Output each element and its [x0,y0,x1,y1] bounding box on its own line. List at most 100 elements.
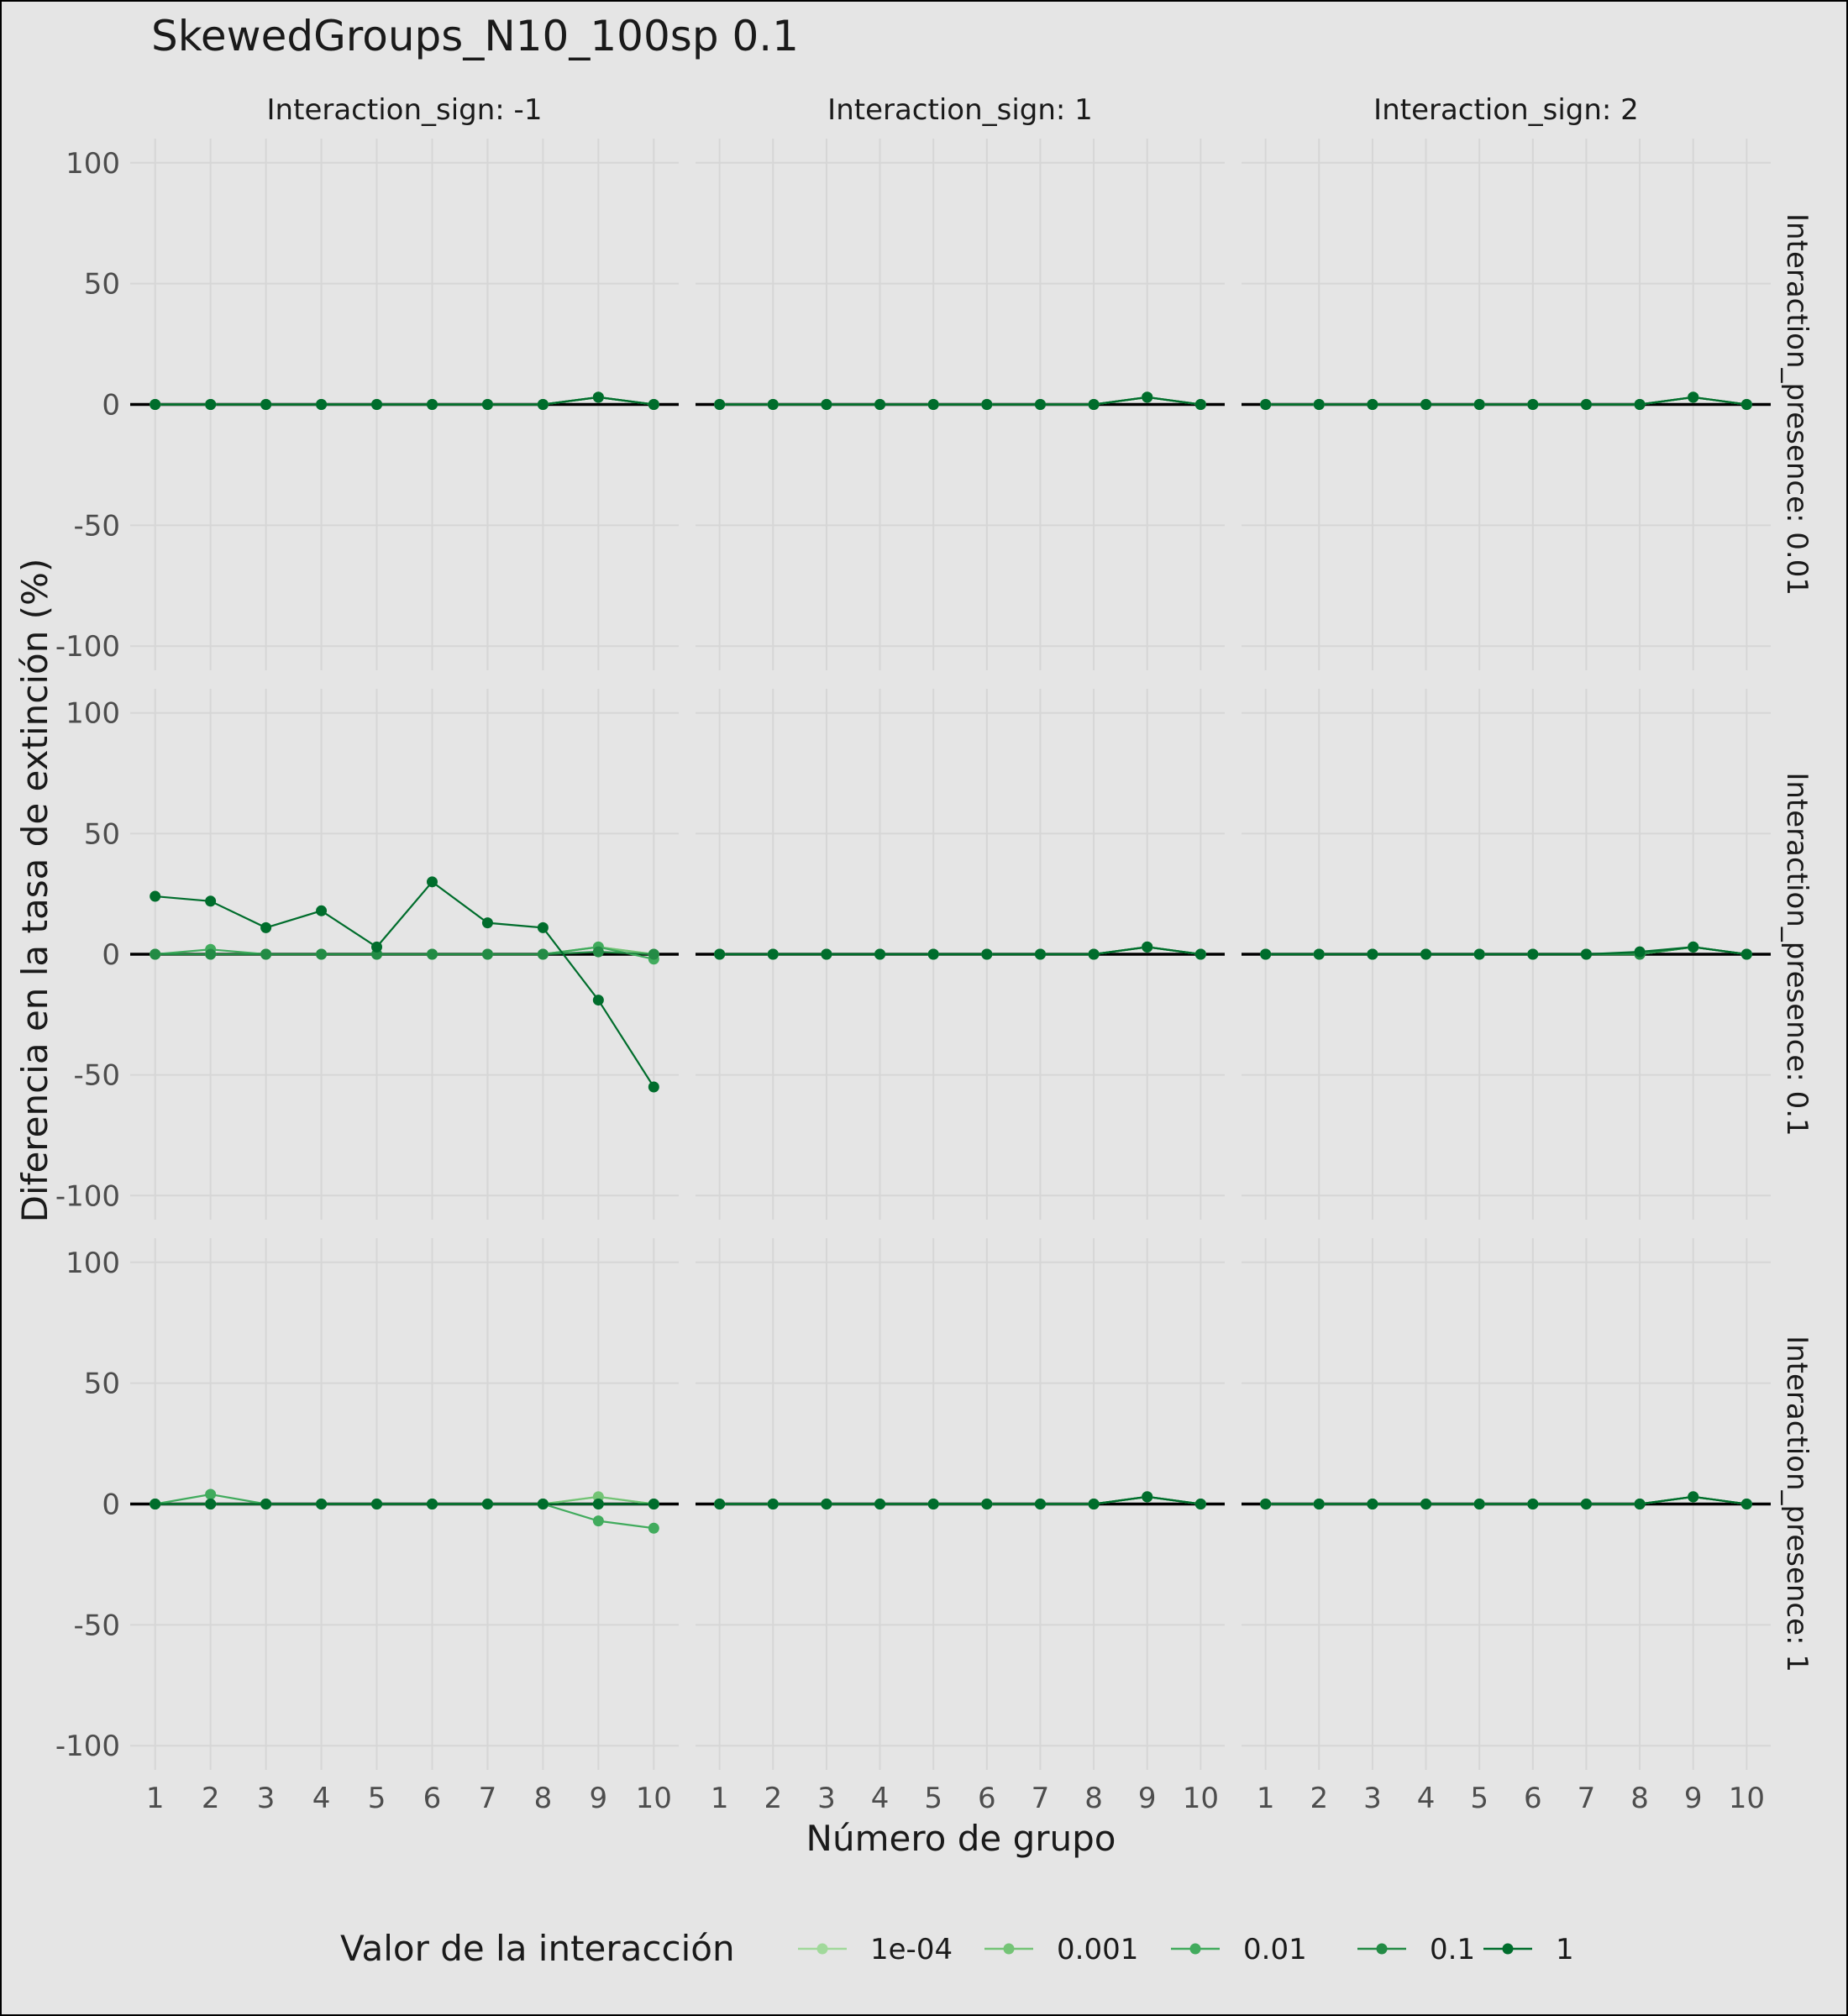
data-point [205,1488,217,1500]
data-point [1260,948,1272,960]
data-point [592,1499,604,1509]
data-point [648,1081,659,1093]
data-point [714,1499,726,1509]
data-point [1580,948,1592,960]
legend-entry-label: 1 [1556,1933,1574,1966]
data-point [1740,399,1752,410]
facet-panel [1242,139,1771,670]
legend-entry: 1e-04 [798,1933,953,1966]
data-point [1260,399,1272,410]
x-axis-label: Número de grupo [806,1818,1116,1859]
x-tick-label: 5 [368,1782,386,1815]
data-point [150,1499,161,1509]
x-tick-label: 4 [312,1782,331,1815]
x-tick-label: 6 [423,1782,442,1815]
series-line [155,880,655,1088]
data-point [260,921,272,933]
y-tick-label: 100 [66,697,120,731]
data-point [481,1499,493,1509]
x-tick-label: 8 [1084,1782,1103,1815]
data-point [1740,948,1752,960]
x-tick-label: 6 [978,1782,996,1815]
data-point [1634,1499,1646,1509]
x-tick-label: 8 [1630,1782,1649,1815]
x-tick-label: 3 [817,1782,836,1815]
x-tick-label: 1 [1257,1782,1275,1815]
data-point [260,399,272,410]
x-tick-label: 10 [1183,1782,1219,1815]
series-line [719,396,1201,406]
data-point [592,1515,604,1527]
data-point [371,399,383,410]
data-point [481,948,493,960]
data-point [1313,399,1325,410]
data-point [1473,1499,1485,1509]
data-point [481,399,493,410]
data-point [1580,399,1592,410]
x-tick-label: 8 [534,1782,553,1815]
data-point [1580,1499,1592,1509]
facet-panel: 100 50 0 -50 -100 1 2 3 4 5 6 7 8 9 10 [55,1238,679,1815]
data-point [592,946,604,958]
data-point [714,948,726,960]
data-point [371,1499,383,1509]
data-point [150,890,161,902]
data-point [205,948,217,960]
legend-entry-label: 0.01 [1243,1933,1307,1966]
data-point [648,1522,659,1534]
legend-entry: 1 [1483,1933,1574,1966]
y-axis-label: Diferencia en la tasa de extinción (%) [14,559,55,1223]
y-tick-label: -100 [55,1179,120,1213]
data-point [426,399,438,410]
row-strip-label: Interaction_presence: 0.1 [1780,772,1814,1136]
legend-key-point [1376,1943,1388,1955]
x-tick-label: 9 [590,1782,608,1815]
y-tick-label: 50 [84,268,120,302]
data-point [316,905,328,916]
data-point [821,948,832,960]
data-point [316,399,328,410]
data-point [150,399,161,410]
data-point [1088,1499,1100,1509]
data-point [537,948,549,960]
x-tick-label: 2 [202,1782,220,1815]
data-point [648,948,659,960]
data-point [1194,1499,1206,1509]
series-line [155,951,654,956]
facet-panel: 100 50 0 -50 -100 [55,689,679,1220]
facet-panel: 1 2 3 4 5 6 7 8 9 10 [1242,1238,1771,1815]
data-point [537,1499,549,1509]
y-tick-label: -100 [55,630,120,664]
legend-entry-label: 0.1 [1430,1933,1475,1966]
data-point [1367,399,1378,410]
x-tick-label: 4 [1417,1782,1436,1815]
x-tick-label: 5 [924,1782,942,1815]
y-tick-label: 0 [102,938,120,972]
data-point [481,917,493,929]
y-tick-label: 0 [102,389,120,423]
y-tick-label: -50 [73,1609,120,1642]
x-tick-label: 7 [1578,1782,1596,1815]
data-point [1420,948,1432,960]
data-point [1367,1499,1378,1509]
x-tick-label: 2 [1310,1782,1328,1815]
data-point [205,895,217,907]
data-point [874,399,886,410]
data-point [927,1499,939,1509]
data-point [874,948,886,960]
data-point [821,1499,832,1509]
y-tick-label: 100 [66,1247,120,1280]
data-point [981,1499,993,1509]
data-point [1527,948,1539,960]
series-line [719,946,1201,956]
legend-entry-label: 1e-04 [870,1933,953,1966]
facet-panel: 1 2 3 4 5 6 7 8 9 10 [696,1238,1225,1815]
data-point [1473,399,1485,410]
data-point [981,399,993,410]
legend-key-point [816,1943,828,1955]
legend-entry: 0.001 [984,1933,1138,1966]
data-point [150,948,161,960]
chart-title: SkewedGroups_N10_100sp 0.1 [151,12,799,60]
data-point [1527,1499,1539,1509]
row-strip-label: Interaction_presence: 0.01 [1780,213,1814,596]
